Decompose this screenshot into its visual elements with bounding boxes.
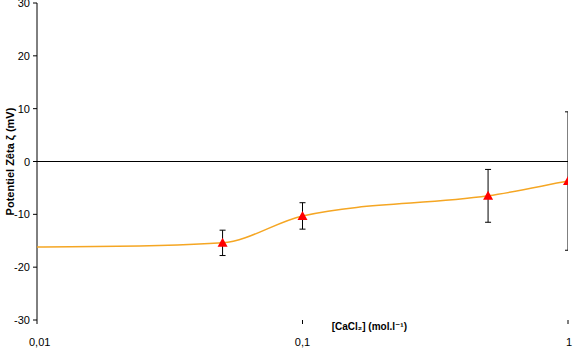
y-tick (33, 55, 37, 56)
y-tick-label: -20 (14, 261, 30, 273)
y-tick (33, 161, 37, 162)
y-tick (33, 214, 37, 215)
x-tick-label: 0,01 (29, 336, 50, 348)
x-tick (302, 320, 303, 324)
y-tick-label: 20 (18, 50, 30, 62)
y-tick (33, 320, 37, 321)
marker (218, 238, 228, 247)
y-tick-label: -10 (14, 208, 30, 220)
x-axis (37, 161, 568, 162)
y-tick-label: 10 (18, 103, 30, 115)
error-cap (300, 229, 306, 230)
y-axis-title: Potentiel Zêta ζ (mV) (4, 107, 17, 215)
x-tick-label: 1 (566, 336, 572, 348)
x-tick (37, 320, 38, 324)
marker (563, 176, 568, 185)
marker (483, 191, 493, 200)
error-cap (220, 255, 226, 256)
y-tick (33, 267, 37, 268)
x-tick-label: 0,1 (295, 336, 310, 348)
error-cap (300, 202, 306, 203)
y-tick (33, 108, 37, 109)
x-axis-title: [CaCl₂] (mol.l⁻¹) (332, 321, 407, 332)
error-cap (565, 250, 568, 251)
x-tick (568, 320, 569, 324)
plot-area (37, 112, 568, 256)
error-cap (565, 111, 568, 112)
error-cap (485, 222, 491, 223)
y-tick-label: 0 (24, 156, 30, 168)
y-tick-label: -30 (14, 314, 30, 326)
error-cap (220, 230, 226, 231)
error-cap (485, 169, 491, 170)
marker (298, 211, 308, 220)
y-tick (33, 3, 37, 4)
y-tick-label: 30 (18, 0, 30, 9)
chart: -30 -20 -10 0 10 20 30 0,01 0,1 1 [CaCl₂] (mol.l⁻¹… (0, 0, 586, 357)
